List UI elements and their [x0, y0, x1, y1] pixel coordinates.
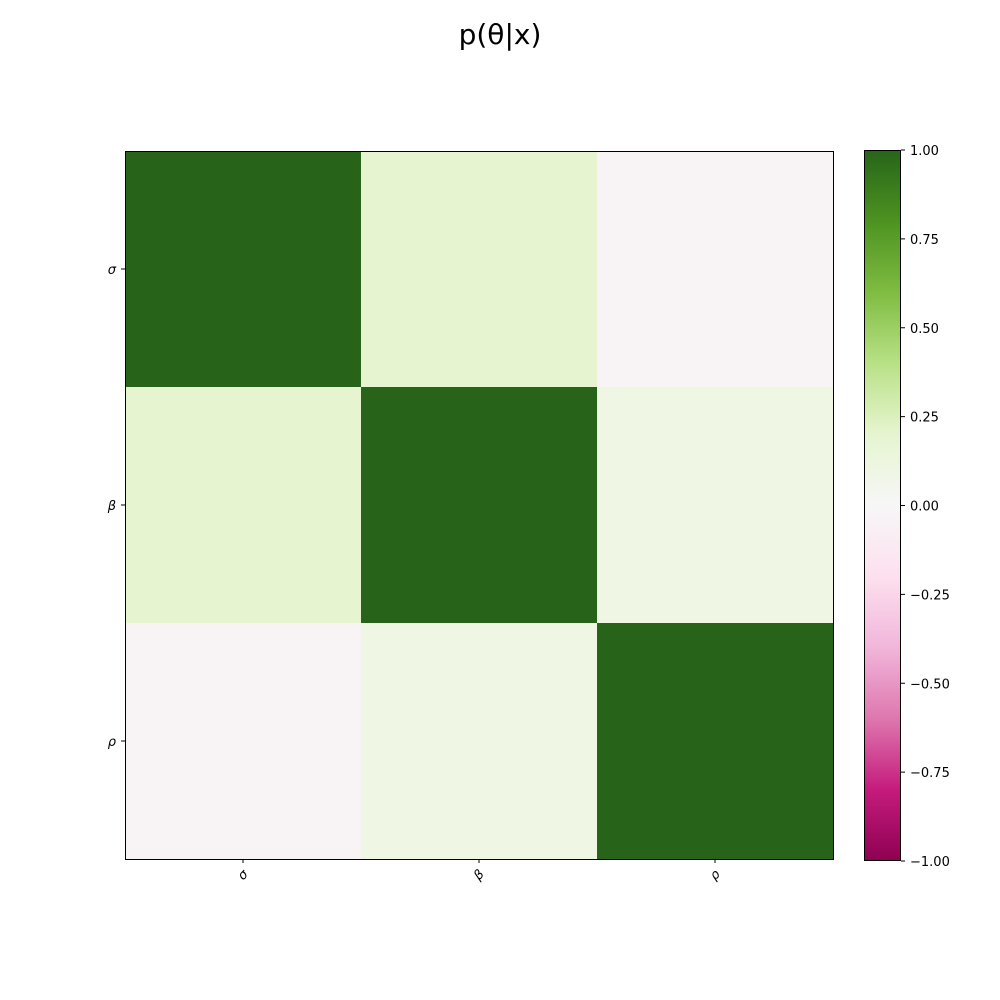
colorbar-tick-label: 1.00 — [910, 144, 939, 159]
heatmap-cell-1-2 — [597, 387, 834, 624]
colorbar-tick-label: −1.00 — [910, 855, 950, 870]
colorbar-tick-label: 0.75 — [910, 233, 939, 248]
heatmap-cell-1-1 — [361, 387, 598, 624]
colorbar-tick-label: −0.25 — [910, 588, 950, 603]
heatmap-cell-0-0 — [125, 151, 362, 388]
y-tick-label: σ — [108, 263, 117, 278]
chart-title: p(θ|x) — [459, 18, 542, 51]
heatmap-cell-2-1 — [361, 623, 598, 860]
colorbar-tick-label: 0.25 — [910, 411, 939, 426]
y-tick-label: β — [107, 499, 116, 514]
colorbar-tick-label: 0.50 — [910, 322, 939, 337]
colorbar-gradient — [864, 150, 901, 861]
heatmap-cell-0-2 — [597, 151, 834, 388]
x-tick-label: σ — [235, 867, 252, 884]
heatmap-cells — [125, 151, 834, 860]
x-tick-label: ρ — [707, 867, 724, 884]
y-axis-ticks: σ β ρ — [107, 263, 125, 750]
colorbar-tick-label: −0.75 — [910, 766, 950, 781]
heatmap-cell-1-0 — [125, 387, 362, 624]
heatmap-cell-0-1 — [361, 151, 598, 388]
y-tick-label: ρ — [108, 735, 117, 750]
heatmap-cell-2-0 — [125, 623, 362, 860]
colorbar-ticks: 1.00 0.75 0.50 0.25 0.00 −0.25 −0.50 −0.75 −1.00 — [901, 144, 950, 870]
heatmap-cell-2-2 — [597, 623, 834, 860]
colorbar-tick-label: −0.50 — [910, 677, 950, 692]
x-tick-label: β — [470, 867, 487, 884]
colorbar-tick-label: 0.00 — [910, 500, 939, 515]
